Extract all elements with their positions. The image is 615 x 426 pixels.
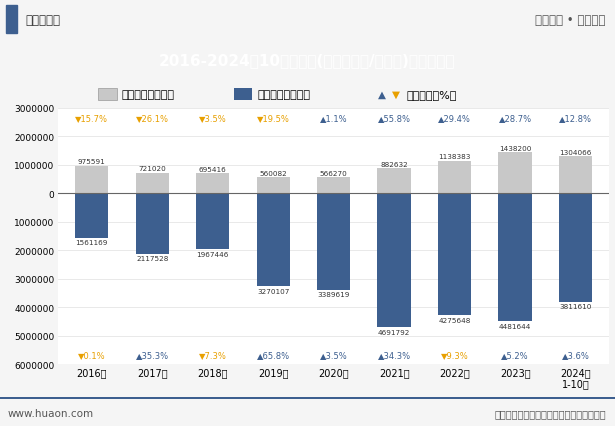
Bar — [378, 194, 411, 327]
Text: ▲3.5%: ▲3.5% — [320, 350, 347, 359]
Text: 566270: 566270 — [320, 170, 347, 176]
Text: ▼: ▼ — [392, 90, 400, 100]
Text: 975591: 975591 — [78, 158, 106, 164]
Bar — [256, 178, 290, 194]
Bar — [438, 194, 471, 315]
Bar — [256, 194, 290, 287]
Bar — [98, 89, 117, 100]
Text: 1438200: 1438200 — [499, 145, 531, 151]
Text: ▲12.8%: ▲12.8% — [559, 114, 592, 123]
Text: 1967446: 1967446 — [196, 251, 229, 257]
Bar — [135, 194, 169, 254]
Text: ▲35.3%: ▲35.3% — [136, 350, 169, 359]
Text: 1138383: 1138383 — [438, 154, 471, 160]
Text: 3270107: 3270107 — [257, 288, 289, 294]
Bar — [196, 194, 229, 250]
Text: ▼3.5%: ▼3.5% — [199, 114, 226, 123]
Text: 721020: 721020 — [138, 166, 166, 172]
Text: 3389619: 3389619 — [317, 292, 350, 298]
Bar — [317, 178, 351, 194]
Text: 2117528: 2117528 — [136, 256, 169, 262]
Text: 华经情报网: 华经情报网 — [26, 14, 61, 27]
Text: 1561169: 1561169 — [76, 240, 108, 246]
Text: 2016-2024年10月唐山市(境内目的地/货源地)进、出口额: 2016-2024年10月唐山市(境内目的地/货源地)进、出口额 — [159, 53, 456, 68]
Text: 进口额（万美元）: 进口额（万美元） — [257, 90, 310, 100]
Text: ▼26.1%: ▼26.1% — [136, 114, 169, 123]
Text: 560082: 560082 — [260, 170, 287, 176]
Bar — [559, 194, 592, 302]
Text: ▲34.3%: ▲34.3% — [378, 350, 411, 359]
Text: ▲5.2%: ▲5.2% — [501, 350, 529, 359]
Text: 695416: 695416 — [199, 167, 226, 173]
Text: 出口额（万美元）: 出口额（万美元） — [122, 90, 175, 100]
Text: 同比增长（%）: 同比增长（%） — [407, 90, 457, 100]
Bar — [317, 194, 351, 290]
Text: ▼7.3%: ▼7.3% — [199, 350, 226, 359]
Text: 4275648: 4275648 — [438, 317, 471, 323]
Bar — [234, 89, 252, 100]
Bar — [135, 173, 169, 194]
Bar — [499, 153, 532, 194]
Bar — [196, 174, 229, 194]
Bar — [6, 6, 17, 35]
Bar — [438, 161, 471, 194]
Text: ▲65.8%: ▲65.8% — [256, 350, 290, 359]
Bar — [75, 194, 108, 238]
Text: 3811610: 3811610 — [560, 304, 592, 310]
Text: 4691792: 4691792 — [378, 329, 410, 335]
Text: ▼9.3%: ▼9.3% — [441, 350, 469, 359]
Text: 数据来源：中国海关、华经产业研究院整理: 数据来源：中国海关、华经产业研究院整理 — [494, 408, 606, 418]
Bar — [0, 397, 615, 399]
Bar — [499, 194, 532, 321]
Text: 4481644: 4481644 — [499, 323, 531, 329]
Bar — [378, 169, 411, 194]
Text: ▲55.8%: ▲55.8% — [378, 114, 411, 123]
Bar — [559, 157, 592, 194]
Text: ▼19.5%: ▼19.5% — [256, 114, 290, 123]
Text: 专业严谨 • 客观科学: 专业严谨 • 客观科学 — [536, 14, 606, 27]
Text: 882632: 882632 — [380, 161, 408, 167]
Text: ▲1.1%: ▲1.1% — [320, 114, 347, 123]
Text: ▼0.1%: ▼0.1% — [78, 350, 106, 359]
Text: ▲29.4%: ▲29.4% — [438, 114, 471, 123]
Text: ▲3.6%: ▲3.6% — [561, 350, 590, 359]
Bar — [75, 166, 108, 194]
Text: ▲28.7%: ▲28.7% — [499, 114, 531, 123]
Text: ▲: ▲ — [378, 90, 386, 100]
Text: ▼15.7%: ▼15.7% — [75, 114, 108, 123]
Text: www.huaon.com: www.huaon.com — [8, 408, 94, 418]
Text: 1304066: 1304066 — [560, 149, 592, 155]
